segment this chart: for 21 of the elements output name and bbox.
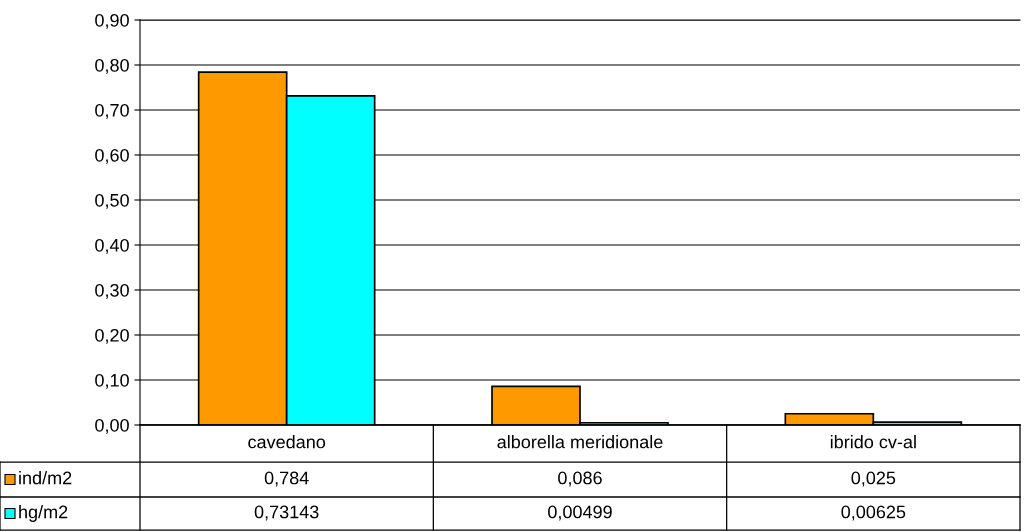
x-tick-label: alborella meridionale — [497, 435, 663, 449]
y-tick-label: 0,30 — [95, 283, 129, 299]
data-label: 0,00499 — [548, 505, 612, 521]
y-tick-label: 0,70 — [95, 103, 129, 119]
y-tick-label: 0,90 — [95, 13, 129, 29]
y-tick-label: 0,60 — [95, 148, 129, 164]
y-tick-label: 0,50 — [95, 193, 129, 209]
y-tick-label: 0,10 — [95, 373, 129, 389]
legend-label: hg/m2 — [19, 505, 68, 522]
x-tick-label: ibrido cv-al — [830, 435, 916, 449]
data-label: 0,73143 — [254, 505, 319, 521]
legend-label: ind/m2 — [19, 471, 72, 485]
y-tick-label: 0,40 — [95, 238, 129, 254]
data-label: 0,086 — [558, 471, 602, 487]
y-tick-label: 0,20 — [95, 328, 129, 344]
data-label: 0,00625 — [841, 505, 906, 521]
y-tick-label: 0,00 — [95, 418, 129, 434]
x-tick-label: cavedano — [248, 435, 326, 449]
data-label: 0,784 — [264, 471, 309, 487]
data-label: 0,025 — [851, 471, 896, 487]
y-tick-label: 0,80 — [95, 58, 129, 74]
